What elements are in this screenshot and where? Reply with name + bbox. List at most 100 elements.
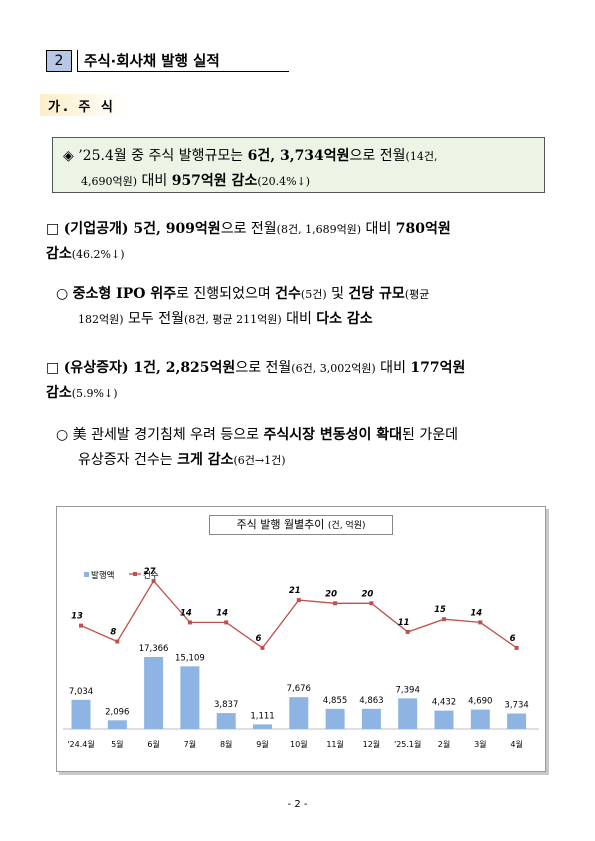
rights-line-2: 감소(5.9%↓)	[46, 381, 465, 406]
bar-0	[71, 699, 91, 729]
chart-title-text: 주식 발행 월별추이	[236, 518, 325, 531]
bar-2	[144, 657, 164, 729]
summary-line-2: 4,690억원) 대비 957억원 감소(20.4%↓)	[63, 169, 536, 194]
rights-paragraph: □ (유상증자) 1건, 2,825억원으로 전월(6건, 3,002억원) 대…	[46, 356, 465, 406]
diamond-marker-icon: ◈	[63, 148, 74, 164]
ipo-bullet-bold: 건수	[275, 286, 301, 302]
bar-label-12: 3,734	[504, 701, 528, 711]
summary-figure: 6건, 3,734억원	[247, 148, 350, 164]
ipo-bullet-text: 및	[326, 286, 349, 302]
summary-text: 대비	[137, 173, 172, 189]
ipo-bullet-text: 로 진행되었으며	[176, 286, 276, 302]
rights-pct: (5.9%↓)	[71, 387, 118, 400]
x-tick-label-8: 12월	[363, 739, 381, 749]
x-tick-label-10: 2월	[438, 739, 450, 749]
count-label-9: 11	[398, 618, 410, 628]
section-number: 2	[46, 50, 72, 72]
summary-prev: 4,690억원)	[81, 175, 138, 188]
x-tick-label-1: 5월	[111, 739, 123, 749]
bar-10	[434, 710, 454, 729]
count-point-6	[296, 598, 301, 603]
bar-label-1: 2,096	[105, 707, 129, 717]
section-header: 2 주식·회사채 발행 실적	[46, 50, 289, 72]
count-label-12: 6	[510, 634, 516, 644]
page-number: - 2 -	[287, 799, 308, 810]
x-tick-label-3: 7월	[184, 739, 196, 749]
bar-4	[216, 713, 236, 729]
rights-line-1: □ (유상증자) 1건, 2,825억원으로 전월(6건, 3,002억원) 대…	[46, 356, 465, 381]
bar-8	[361, 708, 381, 729]
count-point-1	[115, 639, 120, 644]
rights-bullet-small: (6건→1건)	[233, 454, 286, 467]
ipo-line-1: □ (기업공개) 5건, 909억원으로 전월(8건, 1,689억원) 대비 …	[46, 217, 451, 242]
rights-bullet-text: 美 관세발 경기침체 우려 등으로	[72, 427, 264, 443]
summary-pct: (20.4%↓)	[257, 175, 311, 188]
count-label-4: 14	[216, 608, 228, 618]
ipo-text: 대비	[361, 221, 396, 237]
legend-line-marker	[133, 572, 137, 576]
ipo-bullet-line-1: ○ 중소형 IPO 위주로 진행되었으며 건수(5건) 및 건당 규모(평균	[56, 282, 429, 307]
chart-unit: (건, 억원)	[327, 521, 366, 531]
chart-container: 7,034 2,096 17,366 15,109 3,837 1,111 7,676 4,8…	[56, 506, 546, 772]
legend-bar-swatch	[84, 572, 89, 577]
bar-label-10: 4,432	[432, 698, 456, 708]
count-point-4	[224, 620, 229, 625]
bar-label-5: 1,111	[250, 711, 274, 721]
bar-label-0: 7,034	[69, 687, 93, 697]
count-point-12	[514, 645, 519, 650]
bar-7	[325, 708, 345, 729]
ipo-bullet-bold: 다소 감소	[316, 311, 373, 327]
legend-line-label: 건수	[143, 570, 159, 581]
ipo-line-2: 감소(46.2%↓)	[46, 242, 451, 267]
x-tick-label-6: 10월	[290, 739, 308, 749]
bar-6	[289, 697, 309, 729]
x-tick-label-7: 11월	[326, 739, 344, 749]
count-label-7: 20	[325, 589, 337, 599]
ipo-change: 780억원	[395, 221, 451, 237]
bar-label-8: 4,863	[359, 696, 383, 706]
square-marker-icon: □	[46, 221, 60, 237]
summary-prev: (14건,	[405, 150, 438, 163]
count-point-2	[151, 579, 156, 583]
count-point-3	[187, 620, 192, 625]
count-label-2: 27	[144, 567, 156, 577]
circle-marker-icon: ○	[56, 427, 69, 443]
bar-12	[507, 713, 527, 729]
ipo-prev: (8건, 1,689억원)	[276, 223, 362, 236]
count-label-10: 15	[434, 605, 446, 615]
count-label-1: 8	[110, 628, 116, 638]
rights-change: 감소	[46, 385, 72, 401]
count-point-9	[405, 629, 410, 634]
count-label-0: 13	[71, 612, 83, 622]
count-label-5: 6	[256, 634, 262, 644]
summary-line-1: ◈ ’25.4월 중 주식 발행규모는 6건, 3,734억원으로 전월(14건…	[63, 144, 536, 169]
ipo-bullet-small: 182억원)	[78, 313, 124, 326]
circle-marker-icon: ○	[56, 286, 69, 302]
section-title: 주식·회사채 발행 실적	[77, 50, 289, 72]
rights-bullet: ○ 美 관세발 경기침체 우려 등으로 주식시장 변동성이 확대된 가운데 유상…	[56, 423, 458, 473]
ipo-text: 으로 전월	[220, 221, 277, 237]
bar-11	[470, 709, 490, 729]
summary-text: 으로 전월	[349, 148, 406, 164]
count-point-11	[478, 620, 483, 625]
ipo-pct: (46.2%↓)	[71, 248, 125, 261]
x-tick-label-9: '25.1월	[394, 739, 421, 749]
bar-label-9: 7,394	[396, 685, 420, 695]
x-tick-label-2: 6월	[147, 739, 159, 749]
bar-label-4: 3,837	[214, 700, 238, 710]
bar-label-11: 4,690	[468, 697, 492, 707]
bar-5	[253, 724, 272, 729]
rights-change: 177억원	[410, 360, 466, 376]
chart-title: 주식 발행 월별추이 (건, 억원)	[209, 515, 393, 535]
summary-text: ’25.4월 중 주식 발행규모는	[78, 148, 248, 164]
count-label-8: 20	[361, 589, 373, 599]
ipo-bullet-text: 대비	[281, 311, 317, 327]
ipo-figure: (기업공개) 5건, 909억원	[63, 221, 221, 237]
bar-label-6: 7,676	[287, 684, 311, 694]
rights-bullet-line-1: ○ 美 관세발 경기침체 우려 등으로 주식시장 변동성이 확대된 가운데	[56, 423, 458, 448]
bar-label-2: 17,366	[139, 644, 169, 654]
count-point-10	[442, 617, 446, 622]
ipo-bullet-small: (5건)	[300, 288, 327, 301]
x-tick-label-12: 4월	[510, 739, 522, 749]
bar-9	[398, 698, 418, 729]
